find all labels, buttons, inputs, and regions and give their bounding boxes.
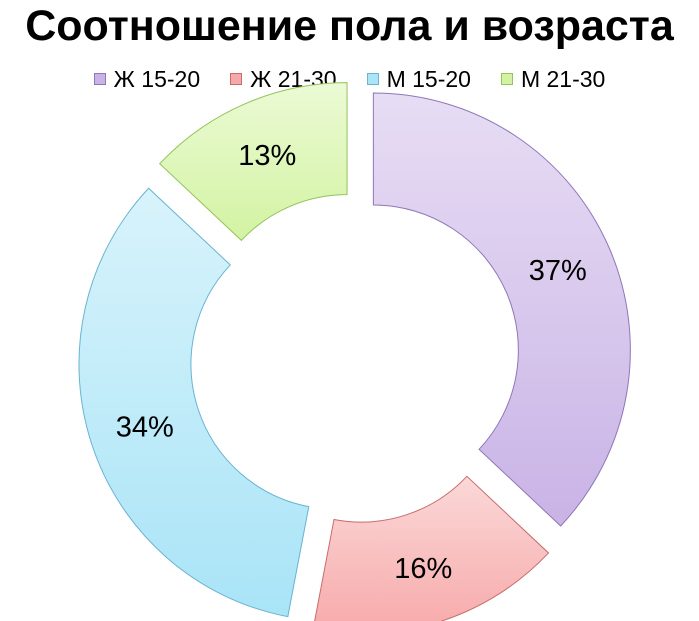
legend-swatch xyxy=(230,73,243,85)
legend-swatch xyxy=(500,73,513,85)
legend-label: М 15-20 xyxy=(386,65,471,92)
data-label: 13% xyxy=(238,140,296,172)
data-label: 34% xyxy=(116,411,174,443)
legend-item: Ж 15-20 xyxy=(93,65,201,93)
donut-slice xyxy=(159,82,348,242)
legend-item: М 21-30 xyxy=(500,65,606,93)
legend-item: М 15-20 xyxy=(366,65,471,93)
data-label: 37% xyxy=(529,255,587,287)
legend: Ж 15-20 Ж 21-30 М 15-20 М 21-30 xyxy=(0,62,699,96)
chart-title: Соотношение пола и возраста xyxy=(25,2,674,50)
legend-label: Ж 15-20 xyxy=(113,65,201,92)
donut-slice xyxy=(372,92,631,527)
legend-label: М 21-30 xyxy=(520,65,606,92)
donut-slice xyxy=(78,187,310,618)
legend-swatch xyxy=(93,73,106,85)
donut-slice xyxy=(314,475,550,621)
legend-swatch xyxy=(366,73,379,85)
data-label: 16% xyxy=(394,553,452,585)
